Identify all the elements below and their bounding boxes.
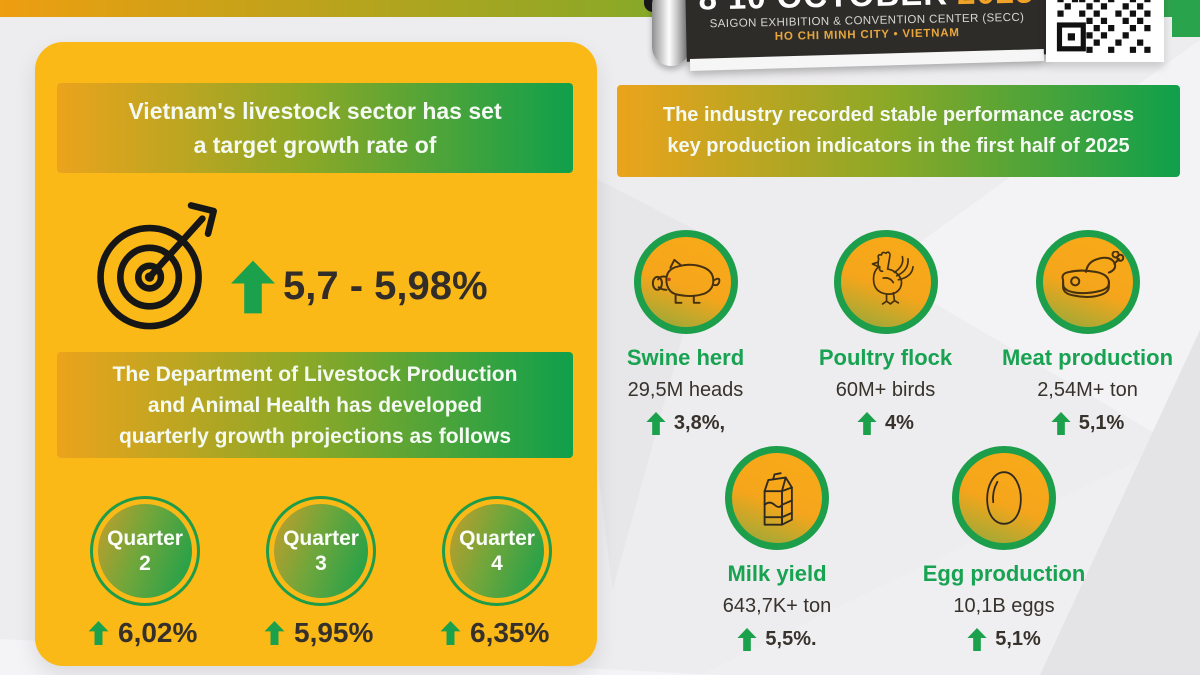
quarter-label: Quarter xyxy=(107,527,183,550)
quarter-circle: Quarter 4 xyxy=(442,496,552,606)
indicator-milk: Milk yield 643,7K+ ton 5,5%. xyxy=(698,446,856,653)
indicator-delta: 5,5%. xyxy=(698,625,856,653)
indicator-delta: 3,8%, xyxy=(608,409,763,437)
up-arrow-icon xyxy=(1051,411,1071,435)
event-day-left: 8 xyxy=(698,0,718,17)
quarter-number: 4 xyxy=(491,552,503,575)
indicator-title: Milk yield xyxy=(727,561,827,586)
indicator-value: 29,5M heads xyxy=(627,379,744,401)
date-separator: • xyxy=(718,0,728,4)
growth-up-icon xyxy=(231,254,275,320)
indicator-value: 60M+ birds xyxy=(835,379,936,401)
indicator-egg: Egg production 10,1B eggs 5,1% xyxy=(898,446,1110,653)
quarter-number: 3 xyxy=(315,552,327,575)
up-arrow-icon xyxy=(967,627,987,651)
target-rate-value: 5,7 - 5,98% xyxy=(283,264,488,308)
header-line: quarterly growth projections as follows xyxy=(118,424,512,448)
qr-pattern-icon xyxy=(1056,0,1151,53)
indicator-poultry: Poultry flock 60M+ birds 4% xyxy=(808,230,963,437)
event-year: 2025 xyxy=(957,0,1035,11)
quarter-circle: Quarter 2 xyxy=(90,496,200,606)
indicator-title: Meat production xyxy=(1001,345,1174,370)
indicator-title: Swine herd xyxy=(626,345,745,370)
target-card-header: Vietnam's livestock sector has set a tar… xyxy=(57,83,573,173)
quarter-label: Quarter xyxy=(283,527,359,550)
indicator-title: Poultry flock xyxy=(818,345,953,370)
header-line: The industry recorded stable performance… xyxy=(662,104,1135,126)
up-arrow-icon xyxy=(857,411,877,435)
up-arrow-icon xyxy=(264,621,285,645)
indicator-value: 2,54M+ ton xyxy=(1037,379,1138,401)
indicator-title: Egg production xyxy=(922,561,1086,586)
header-line: key production indicators in the first h… xyxy=(667,135,1130,157)
indicator-value: 643,7K+ ton xyxy=(722,595,832,617)
pig-icon xyxy=(633,230,738,334)
event-city: HO CHI MINH CITY • VIETNAM xyxy=(774,27,960,43)
quarter-circle: Quarter 3 xyxy=(266,496,376,606)
indicator-swine: Swine herd 29,5M heads 3,8%, xyxy=(608,230,763,437)
target-card: Vietnam's livestock sector has set a tar… xyxy=(35,42,597,666)
indicator-meat: Meat production 2,54M+ ton 5,1% xyxy=(985,230,1190,437)
header-line: Vietnam's livestock sector has set xyxy=(128,98,502,124)
milk-icon xyxy=(725,446,829,550)
up-arrow-icon xyxy=(88,621,109,645)
header-line: and Animal Health has developed xyxy=(147,393,483,417)
header-line: a target growth rate of xyxy=(193,132,437,158)
rooster-icon xyxy=(833,230,938,334)
quarter-label: Quarter xyxy=(459,527,535,550)
indicator-delta: 4% xyxy=(808,409,963,437)
quarter-value: 5,95% xyxy=(264,617,373,648)
performance-header: The industry recorded stable performance… xyxy=(617,85,1180,177)
indicator-delta: 5,1% xyxy=(898,625,1110,653)
corner-green-block xyxy=(1172,0,1200,37)
indicator-delta: 5,1% xyxy=(985,409,1190,437)
target-icon xyxy=(93,192,225,332)
up-arrow-icon xyxy=(646,411,666,435)
quarter-number: 2 xyxy=(139,552,151,575)
header-line: The Department of Livestock Production xyxy=(112,362,518,386)
up-arrow-icon xyxy=(737,627,758,651)
up-arrow-icon xyxy=(440,621,461,645)
quarter-value: 6,02% xyxy=(88,617,197,648)
qr-code xyxy=(1046,0,1164,62)
projections-header: The Department of Livestock Production a… xyxy=(57,352,573,458)
meat-icon xyxy=(1035,230,1140,334)
scroll-roll-icon xyxy=(652,0,690,66)
egg-icon xyxy=(952,446,1056,550)
indicator-value: 10,1B eggs xyxy=(953,595,1055,617)
quarter-value: 6,35% xyxy=(440,617,549,648)
